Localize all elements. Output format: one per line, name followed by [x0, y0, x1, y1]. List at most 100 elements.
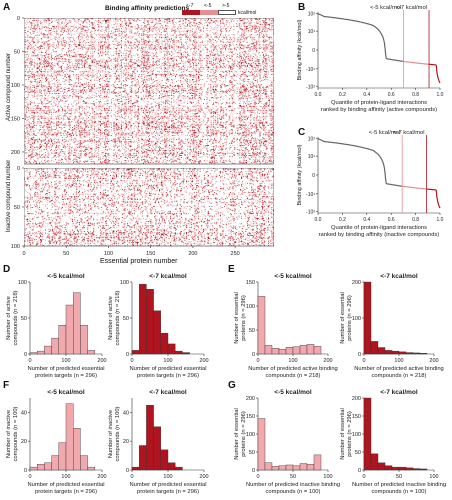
hist-title: <-7 kcal/mol — [380, 389, 418, 396]
curve-above-5 — [317, 13, 404, 62]
ytick-label: 0 — [312, 173, 315, 179]
hist-bar — [313, 454, 322, 471]
hist-bar — [285, 464, 294, 471]
heatmap-cells-lt5 — [24, 168, 274, 247]
hist-ytick-label: 100 — [246, 432, 255, 438]
hist-title: <-5 kcal/mol — [274, 273, 312, 280]
hist-bar — [146, 405, 154, 471]
xtick-label-heatmap: 0 — [22, 251, 25, 257]
hist-xlabel-line-1: Number of predicted active binding — [248, 366, 338, 372]
hist-ytick-label: 40 — [21, 410, 27, 416]
hist-bar — [182, 352, 190, 355]
hist-ytick-label: 50 — [355, 450, 361, 456]
hist-bar — [363, 397, 372, 471]
hist-xlabel-line-1: Number of predicted essential — [27, 482, 104, 488]
hist-ytick-label: 200 — [352, 280, 361, 286]
heatmap-title: Binding affinity predictions — [105, 5, 190, 12]
ylabel: Binding affinity (kcal/mol) — [297, 144, 303, 205]
hist-ytick-label: 0 — [252, 352, 255, 358]
heatmap-cells-lt5 — [24, 18, 274, 165]
hist-ytick-label: 0 — [252, 468, 255, 474]
hist-bar — [278, 349, 287, 355]
hist-ylabel-line-1: Number of essential — [234, 292, 240, 344]
legend-swatch-lt7 — [182, 10, 200, 15]
hist-xlabel-line-2: compounds (n = 100) — [266, 489, 321, 495]
hist-bar — [264, 345, 273, 355]
hist-bar — [58, 325, 67, 355]
hist-ytick-label: 0 — [24, 352, 27, 358]
hist-bar — [44, 345, 52, 355]
hist-xlabel-line-1: Number of predicted inactive binding — [246, 482, 340, 488]
hist-xtick-label: 100 — [323, 474, 332, 480]
hist-bar — [87, 466, 95, 471]
hist-ylabel-group: Number of essential proteins (n = 296) — [340, 408, 353, 460]
hist-ytick-label: 150 — [246, 280, 255, 286]
hist-ylabel-line-1: Number of active — [6, 296, 12, 340]
hist-ylabel-line-2: compounds (n = 218) — [13, 290, 19, 345]
threshold-label-lt7: <-7 kcal/mol — [393, 130, 424, 136]
hist-bar — [412, 352, 421, 355]
hist-bar — [313, 346, 322, 355]
hist-xtick-label: 0 — [28, 358, 31, 364]
hist-ylabel-line-2: proteins (n = 296) — [347, 295, 353, 341]
hist-ytick-label: 0 — [358, 352, 361, 358]
hist-bar — [29, 352, 38, 355]
ylabel-group: Binding affinity (kcal/mol) — [297, 19, 303, 80]
hist-xtick-label: 50 — [290, 474, 296, 480]
hist-bar — [138, 445, 147, 471]
xtick-label: 0.8 — [412, 217, 419, 223]
hist-ytick-label: 20 — [21, 439, 27, 445]
hist-ytick-label: 0 — [24, 468, 27, 474]
hist-bar — [153, 426, 162, 471]
hist-ylabel-line-1: Number of active — [108, 296, 114, 340]
xtick-label-heatmap: 250 — [231, 251, 240, 257]
heatmap-inactive — [24, 168, 274, 247]
hist-ylabel-group: Number of essential proteins (n = 296) — [234, 408, 247, 460]
hist-ytick-label: 100 — [352, 316, 361, 322]
hist-bar — [377, 347, 386, 355]
hist-bar — [363, 281, 372, 355]
xtick-label-heatmap: 100 — [104, 251, 113, 257]
xlabel-line-1: Quantile of protein-ligand interactions — [331, 100, 427, 106]
xtick-label-heatmap: 50 — [63, 251, 69, 257]
curve-lt5 — [402, 185, 427, 190]
hist-ytick-label: 150 — [246, 414, 255, 420]
hist-ylabel-group: Number of inactive compounds (n = 100) — [108, 406, 121, 461]
hist-bar — [257, 418, 266, 471]
hist-bar — [257, 296, 266, 355]
ytick-label: 10² — [308, 12, 316, 18]
hist-ytick-label: 0 — [126, 468, 129, 474]
hist-ytick-label: 50 — [249, 450, 255, 456]
hist-ylabel-group: Number of active compounds (n = 218) — [6, 290, 19, 345]
hist-xtick-label: 0 — [256, 474, 259, 480]
hist-xtick-label: 0 — [130, 474, 133, 480]
hist-xtick-label: 0 — [28, 474, 31, 480]
legend-label-lt7: <-7 — [186, 3, 194, 9]
hist-xlabel-line-2: protein targets (n = 296) — [35, 373, 97, 379]
ytick-label-inactive: 50 — [14, 205, 20, 211]
xtick-label: 0.0 — [315, 217, 322, 223]
curve-above-5 — [317, 138, 403, 187]
xtick-label: 1.0 — [437, 92, 444, 98]
hist-bar — [37, 350, 45, 355]
ytick-label: -10¹ — [306, 67, 315, 73]
hist-xlabel-line-2: compounds (n = 218) — [372, 373, 427, 379]
hist-bar — [37, 464, 45, 471]
hist-bar — [419, 353, 428, 355]
hist-bar — [299, 345, 308, 355]
ytick-label: 10² — [308, 137, 316, 143]
xtick-label: 0.4 — [363, 217, 370, 223]
hist-bar — [405, 467, 414, 471]
hist-bar — [160, 449, 169, 471]
hist-ylabel-group: Number of essential proteins (n = 296) — [234, 292, 247, 344]
xtick-label: 0.2 — [339, 92, 346, 98]
legend-swatch-gt5 — [218, 10, 236, 15]
hist-xtick-label: 100 — [61, 474, 70, 480]
xlabel-line-2: ranked by binding affinity (inactive com… — [319, 232, 440, 238]
hist-bar — [146, 289, 154, 355]
legend-swatch-lt5 — [200, 10, 218, 15]
hist-ylabel-line-2: compounds (n = 100) — [13, 406, 19, 461]
curve-lt7 — [426, 188, 441, 209]
